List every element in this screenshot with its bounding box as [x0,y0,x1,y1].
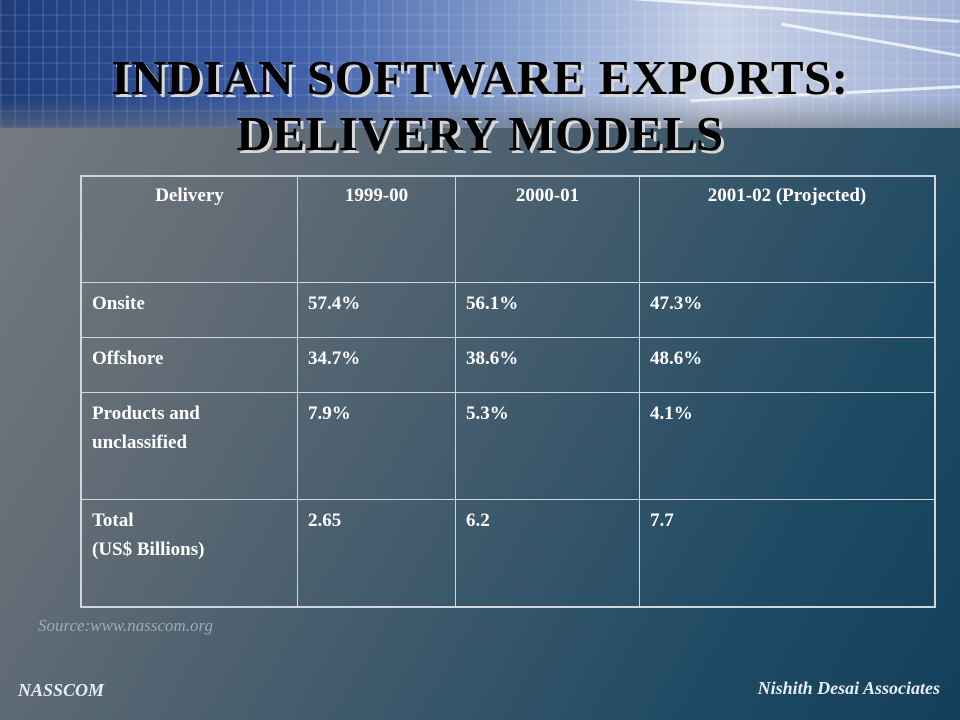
row-label: Offshore [81,337,298,393]
column-header: 2000-01 [455,176,640,283]
source-note: Source:www.nasscom.org [38,616,214,635]
table-header-row: Delivery 1999-00 2000-01 2001-02 (Projec… [81,176,935,283]
table-cell: 56.1% [455,282,640,338]
delivery-models-table: Delivery 1999-00 2000-01 2001-02 (Projec… [80,175,936,608]
slide-title-line2: DELIVERY MODELS [236,106,724,161]
slide-title-line1: INDIAN SOFTWARE EXPORTS: [111,50,849,105]
table-row: Offshore 34.7% 38.6% 48.6% [81,337,935,393]
table-cell: 7.9% [297,392,456,500]
table-cell: 4.1% [639,392,935,500]
table-cell: 34.7% [297,337,456,393]
banner-stripe [560,0,960,23]
table-row: Products and unclassified 7.9% 5.3% 4.1% [81,392,935,500]
banner-fade [0,98,960,128]
row-label-text: Products and [92,403,200,424]
table-cell: 5.3% [455,392,640,500]
table-cell: 38.6% [455,337,640,393]
footer-left-label: NASSCOM [18,680,105,700]
column-header: Delivery [81,176,298,283]
table-cell: 7.7 [639,499,935,607]
column-header: 1999-00 [297,176,456,283]
table-row: Total (US$ Billions) 2.65 6.2 7.7 [81,499,935,607]
row-label-text: Onsite [92,293,145,314]
table-cell: 48.6% [639,337,935,393]
table-cell: 2.65 [297,499,456,607]
row-label-text: Offshore [92,348,164,369]
column-header: 2001-02 (Projected) [639,176,935,283]
table-cell: 57.4% [297,282,456,338]
row-label-text: Total [92,510,134,531]
row-label: Onsite [81,282,298,338]
row-label: Products and unclassified [81,392,298,500]
row-label: Total (US$ Billions) [81,499,298,607]
table-row: Onsite 57.4% 56.1% 47.3% [81,282,935,338]
footer-right-label: Nishith Desai Associates [757,678,940,698]
slide-title: INDIAN SOFTWARE EXPORTS: DELIVERY MODELS [0,50,960,162]
row-label-text: unclassified [92,432,188,453]
data-table: Delivery 1999-00 2000-01 2001-02 (Projec… [81,176,935,607]
table-cell: 47.3% [639,282,935,338]
header-banner [0,0,960,128]
row-label-text: (US$ Billions) [92,539,205,560]
table-cell: 6.2 [455,499,640,607]
